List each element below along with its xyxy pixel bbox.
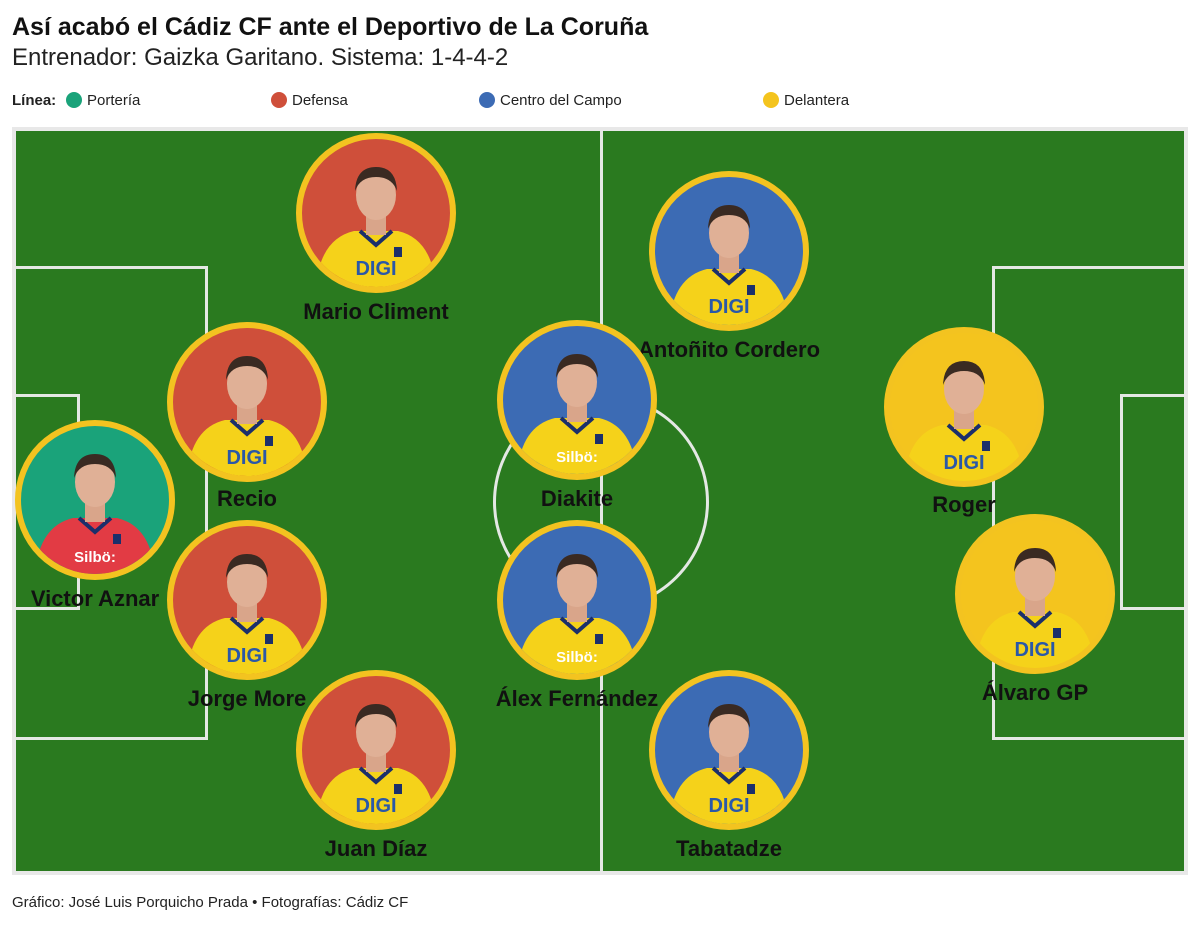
player-photo: DIGI	[649, 171, 809, 331]
player-photo: Silbö:	[497, 320, 657, 480]
player-photo: DIGI	[296, 133, 456, 293]
svg-text:DIGI: DIGI	[355, 258, 396, 280]
player-name: Victor Aznar	[30, 586, 160, 611]
svg-text:DIGI: DIGI	[355, 795, 396, 817]
right-penalty-area	[992, 266, 1184, 740]
legend-item-delantera: Delantera	[763, 90, 849, 110]
player-tabatadze: DIGI Tabatadze	[649, 670, 809, 861]
player-photo: DIGI	[649, 670, 809, 830]
football-pitch	[12, 127, 1188, 875]
player-antonito-cordero: DIGI Antoñito Cordero	[638, 171, 820, 362]
player-recio: DIGI Recio	[167, 322, 327, 511]
player-photo: DIGI	[296, 670, 456, 830]
legend-text-defensa: Defensa	[292, 91, 348, 109]
player-silhouette-icon: DIGI	[187, 554, 307, 674]
left-penalty-area	[16, 266, 208, 740]
player-name: Álvaro GP	[981, 680, 1089, 705]
player-jorge-more: DIGI Jorge More	[167, 520, 327, 711]
svg-text:Silbö:: Silbö:	[74, 549, 116, 566]
legend-text-centro: Centro del Campo	[500, 91, 622, 109]
svg-text:DIGI: DIGI	[943, 452, 984, 474]
svg-text:DIGI: DIGI	[226, 645, 267, 667]
player-name: Recio	[217, 486, 277, 511]
player-photo: Silbö:	[497, 520, 657, 680]
svg-text:Silbö:: Silbö:	[556, 449, 598, 466]
player-name: Juan Díaz	[324, 836, 428, 861]
player-photo: Silbö:	[15, 420, 175, 580]
player-victor-aznar: Silbö: Victor Aznar	[15, 420, 175, 611]
legend: Línea: Portería Defensa Centro del Campo…	[12, 90, 1188, 112]
player-silhouette-icon: DIGI	[669, 205, 789, 325]
player-name: Diakite	[540, 486, 614, 511]
player-name: Mario Climent	[303, 299, 449, 324]
svg-text:Silbö:: Silbö:	[556, 649, 598, 666]
player-photo: DIGI	[884, 327, 1044, 487]
player-photo: DIGI	[955, 514, 1115, 674]
player-name: Tabatadze	[676, 836, 782, 861]
player-name: Jorge More	[187, 686, 307, 711]
legend-dot-porteria	[66, 92, 82, 108]
legend-item-porteria: Portería	[66, 90, 140, 110]
player-silhouette-icon: Silbö:	[517, 554, 637, 674]
player-name: Álex Fernández	[495, 686, 659, 711]
player-photo: DIGI	[167, 520, 327, 680]
player-mario-climent: DIGI Mario Climent	[296, 133, 456, 324]
player-silhouette-icon: Silbö:	[517, 354, 637, 474]
svg-text:DIGI: DIGI	[226, 447, 267, 469]
credits: Gráfico: José Luis Porquicho Prada • Fot…	[12, 894, 409, 911]
player-name: Antoñito Cordero	[637, 337, 821, 362]
svg-text:DIGI: DIGI	[1014, 639, 1055, 661]
player-roger: DIGI Roger	[884, 327, 1044, 517]
player-silhouette-icon: Silbö:	[35, 454, 155, 574]
legend-item-defensa: Defensa	[271, 90, 348, 110]
svg-text:DIGI: DIGI	[708, 795, 749, 817]
player-silhouette-icon: DIGI	[904, 361, 1024, 481]
legend-text-delantera: Delantera	[784, 91, 850, 109]
chart-title: Así acabó el Cádiz CF ante el Deportivo …	[12, 13, 649, 41]
player-silhouette-icon: DIGI	[316, 167, 436, 287]
player-name: Roger	[932, 492, 996, 517]
player-silhouette-icon: DIGI	[669, 704, 789, 824]
legend-text-porteria: Portería	[87, 91, 141, 109]
right-goal-area	[1120, 394, 1184, 610]
legend-dot-defensa	[271, 92, 287, 108]
svg-text:DIGI: DIGI	[708, 296, 749, 318]
player-silhouette-icon: DIGI	[316, 704, 436, 824]
player-diakite: Silbö: Diakite	[497, 320, 657, 511]
legend-dot-centro	[479, 92, 495, 108]
player-silhouette-icon: DIGI	[187, 356, 307, 476]
legend-item-centro: Centro del Campo	[479, 90, 622, 110]
player-alvaro-gp: DIGI Álvaro GP	[955, 514, 1115, 705]
legend-dot-delantera	[763, 92, 779, 108]
player-alex-fernandez: Silbö: Álex Fernández	[496, 520, 658, 711]
chart-subtitle: Entrenador: Gaizka Garitano. Sistema: 1-…	[12, 44, 509, 71]
legend-label: Línea:	[12, 92, 57, 109]
player-silhouette-icon: DIGI	[975, 548, 1095, 668]
player-juan-diaz: DIGI Juan Díaz	[296, 670, 456, 861]
player-photo: DIGI	[167, 322, 327, 482]
